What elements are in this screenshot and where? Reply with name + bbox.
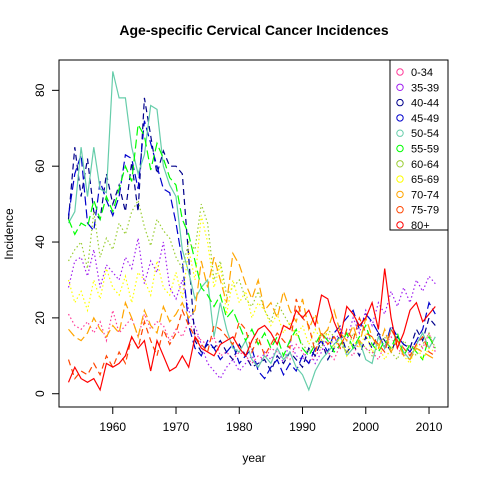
y-tick-label: 20 <box>33 311 47 325</box>
y-tick-label: 80 <box>33 83 47 97</box>
x-tick-label: 2000 <box>352 420 379 434</box>
x-tick-label: 1990 <box>289 420 316 434</box>
legend-marker <box>396 114 404 122</box>
legend-label: 40-44 <box>411 98 439 110</box>
legend-marker <box>396 98 404 107</box>
legend-marker <box>396 68 404 76</box>
x-tick-label: 1970 <box>163 420 190 434</box>
chart-title: Age-specific Cervical Cancer Incidences <box>119 22 388 38</box>
legend-marker <box>396 83 404 92</box>
y-tick-label: 60 <box>33 159 47 173</box>
legend-marker <box>396 144 404 153</box>
x-tick-label: 2010 <box>416 420 443 434</box>
x-tick-label: 1960 <box>99 420 126 434</box>
x-axis: 1960 1970 1980 1990 2000 2010 <box>99 406 443 434</box>
x-axis-label: year <box>242 451 265 465</box>
legend-marker <box>396 221 404 229</box>
series-line-35-39 <box>67 238 436 380</box>
y-axis-label: Incidence <box>2 208 16 260</box>
series-line-75-79 <box>67 298 436 380</box>
legend-label: 80+ <box>411 220 430 232</box>
series-line-50-54 <box>67 71 436 392</box>
legend-label: 35-39 <box>411 82 439 94</box>
legend-marker <box>396 129 404 137</box>
y-tick-label: 0 <box>33 390 47 397</box>
series-line-70-74 <box>68 251 436 361</box>
legend-label: 45-49 <box>411 113 439 125</box>
legend-label: 65-69 <box>411 174 439 186</box>
legend-label: 0-34 <box>411 67 433 79</box>
legend-marker <box>396 206 404 214</box>
y-axis: 0 20 40 60 80 <box>33 83 60 397</box>
legend-label: 55-59 <box>411 144 439 156</box>
series-line-80+ <box>67 268 436 392</box>
legend-label: 60-64 <box>411 159 439 171</box>
legend-label: 70-74 <box>411 189 439 201</box>
series-line-55-59 <box>67 122 436 361</box>
legend-label: 50-54 <box>411 128 439 140</box>
y-tick-label: 40 <box>33 235 47 249</box>
x-tick-label: 1980 <box>226 420 253 434</box>
legend-marker <box>396 160 404 168</box>
legend-marker <box>396 175 404 183</box>
series-lines <box>67 71 436 392</box>
series-line-60-64 <box>67 198 436 361</box>
series-line-45-49 <box>67 120 436 380</box>
legend: 0-34 35-39 40-44 45-49 50-54 55-59 60-64 65-69 7… <box>389 59 449 232</box>
legend-label: 75-79 <box>411 205 439 217</box>
legend-marker <box>396 190 404 199</box>
series-line-40-44 <box>67 97 436 373</box>
